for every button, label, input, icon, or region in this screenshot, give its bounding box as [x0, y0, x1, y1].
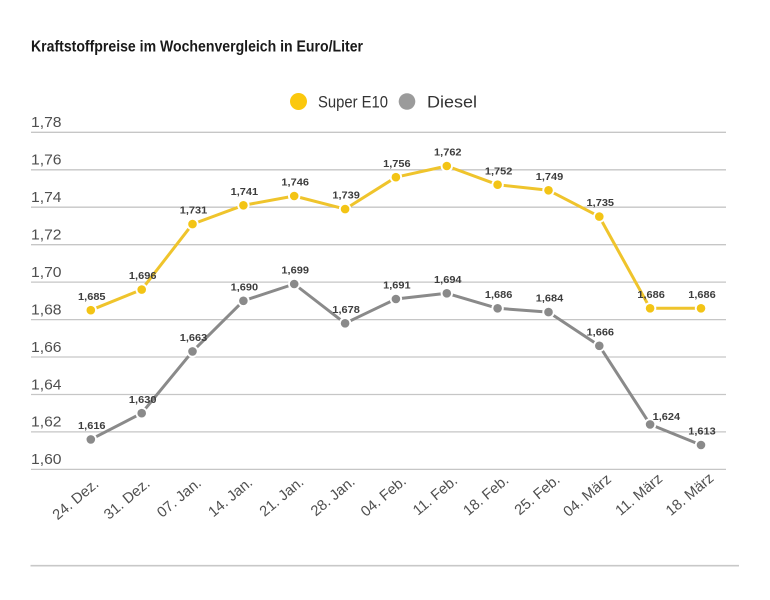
svg-text:07. Jan.: 07. Jan.: [154, 475, 204, 521]
svg-text:1,613: 1,613: [688, 427, 716, 438]
svg-text:1,762: 1,762: [434, 148, 462, 159]
svg-text:1,74: 1,74: [31, 190, 62, 206]
svg-text:1,735: 1,735: [587, 198, 615, 209]
svg-text:1,678: 1,678: [332, 305, 360, 316]
svg-text:1,686: 1,686: [688, 290, 716, 301]
svg-text:1,699: 1,699: [281, 266, 309, 277]
svg-text:1,663: 1,663: [180, 333, 208, 344]
svg-text:1,72: 1,72: [31, 228, 62, 244]
svg-text:04. März: 04. März: [561, 471, 615, 520]
svg-text:1,731: 1,731: [180, 206, 208, 217]
svg-text:1,70: 1,70: [31, 265, 62, 281]
svg-text:1,78: 1,78: [31, 115, 62, 131]
svg-text:1,691: 1,691: [383, 281, 411, 292]
svg-text:24. Dez.: 24. Dez.: [50, 476, 102, 523]
svg-text:25. Feb.: 25. Feb.: [512, 472, 564, 519]
svg-text:11. Feb.: 11. Feb.: [410, 473, 461, 519]
svg-text:04. Feb.: 04. Feb.: [358, 473, 410, 520]
svg-text:1,696: 1,696: [129, 271, 157, 282]
svg-text:1,685: 1,685: [78, 292, 106, 303]
svg-text:1,62: 1,62: [31, 415, 62, 431]
svg-text:1,666: 1,666: [587, 327, 615, 338]
svg-text:1,684: 1,684: [536, 294, 564, 305]
svg-text:11. März: 11. März: [613, 471, 666, 519]
svg-text:1,741: 1,741: [231, 187, 259, 198]
svg-text:1,749: 1,749: [536, 172, 564, 183]
svg-text:1,66: 1,66: [31, 340, 62, 356]
svg-text:1,746: 1,746: [281, 178, 309, 189]
svg-text:31. Dez.: 31. Dez.: [101, 476, 153, 523]
svg-text:1,616: 1,616: [78, 421, 106, 432]
svg-text:1,756: 1,756: [383, 159, 411, 170]
svg-text:21. Jan.: 21. Jan.: [257, 474, 307, 520]
svg-text:1,68: 1,68: [31, 302, 62, 318]
svg-text:1,690: 1,690: [231, 282, 259, 293]
svg-text:1,624: 1,624: [653, 412, 681, 423]
svg-text:1,694: 1,694: [434, 275, 462, 286]
svg-text:28. Jan.: 28. Jan.: [308, 474, 358, 520]
svg-text:Super E10: Super E10: [318, 93, 388, 111]
svg-text:1,739: 1,739: [332, 191, 360, 202]
svg-text:1,686: 1,686: [485, 290, 513, 301]
svg-text:Kraftstoffpreise im Wochenverg: Kraftstoffpreise im Wochenvergleich in E…: [31, 39, 363, 56]
svg-text:1,64: 1,64: [31, 377, 62, 393]
svg-text:1,76: 1,76: [31, 153, 62, 169]
svg-text:18. Feb.: 18. Feb.: [461, 472, 513, 519]
svg-text:1,60: 1,60: [31, 452, 62, 468]
svg-text:1,686: 1,686: [637, 290, 665, 301]
svg-text:18. März: 18. März: [663, 471, 717, 520]
svg-text:14. Jan.: 14. Jan.: [206, 475, 256, 521]
svg-text:1,630: 1,630: [129, 395, 157, 406]
svg-text:1,752: 1,752: [485, 166, 513, 177]
svg-text:Diesel: Diesel: [427, 93, 477, 111]
